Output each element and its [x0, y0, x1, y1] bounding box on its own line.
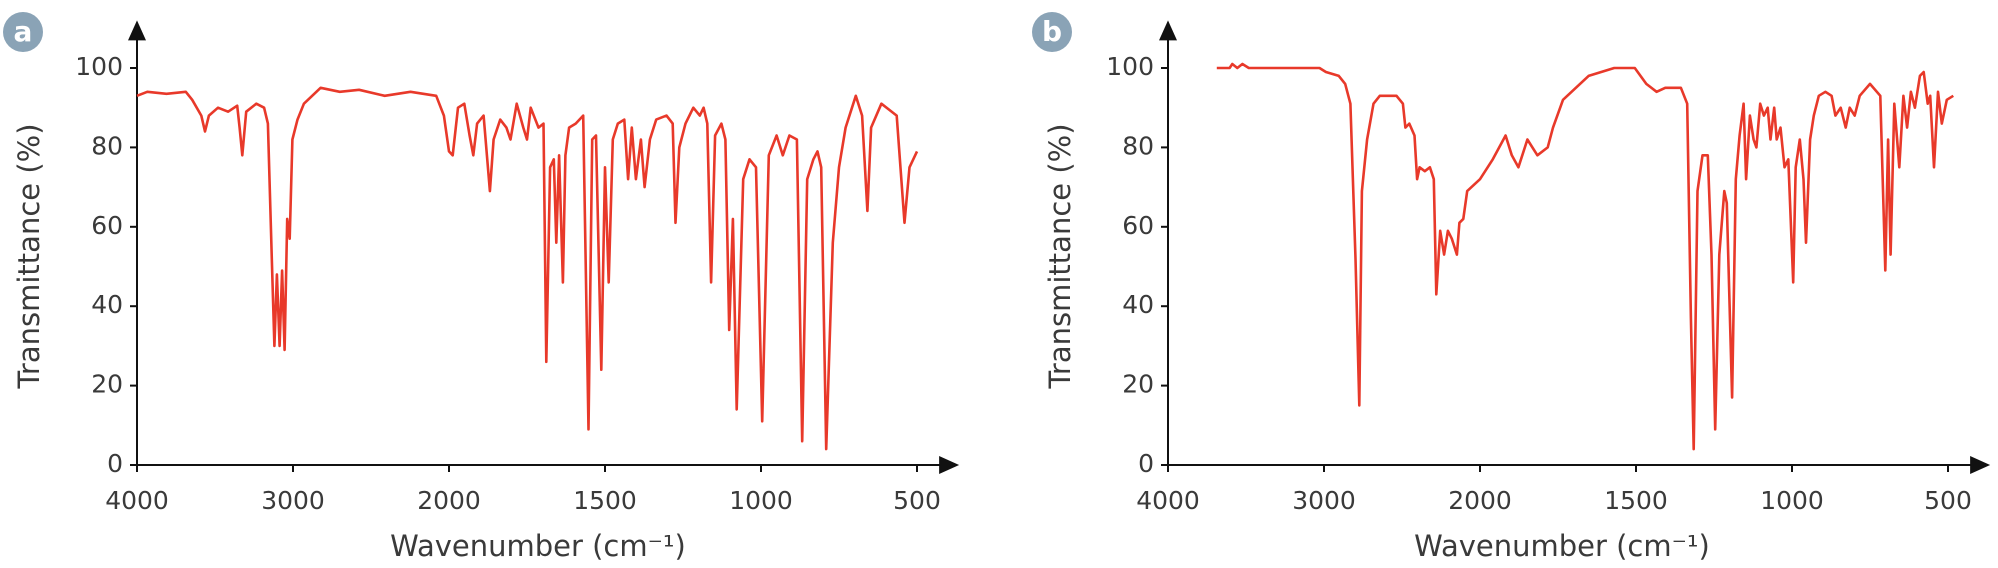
x-tick-label: 500 [1924, 486, 1972, 515]
x-axis-label: Wavenumber (cm⁻¹) [390, 529, 686, 563]
x-tick-label: 3000 [1292, 486, 1356, 515]
x-tick-label: 500 [893, 486, 941, 515]
spectrum-line [1216, 62, 1954, 451]
panel-badge [1032, 12, 1072, 52]
panel-badge [3, 12, 43, 52]
y-tick-label: 20 [91, 370, 123, 399]
y-axis-label: Transmittance (%) [12, 123, 46, 389]
y-tick-label: 80 [91, 131, 123, 160]
x-tick-label: 2000 [417, 486, 481, 515]
x-tick-label: 1500 [1604, 486, 1668, 515]
x-axis-arrow [939, 456, 960, 474]
panel-label: a [14, 15, 33, 48]
y-tick-label: 0 [107, 449, 123, 478]
y-axis-arrow [128, 20, 146, 41]
y-tick-label: 40 [91, 290, 123, 319]
y-tick-label: 0 [1138, 449, 1154, 478]
x-tick-label: 3000 [261, 486, 325, 515]
y-tick-label: 40 [1122, 290, 1154, 319]
x-tick-label: 4000 [105, 486, 169, 515]
x-tick-label: 1500 [573, 486, 637, 515]
y-tick-label: 60 [1122, 211, 1154, 240]
spectrum-line [136, 86, 919, 451]
panel-label: b [1042, 15, 1062, 48]
y-tick-label: 100 [1106, 52, 1154, 81]
y-tick-label: 100 [75, 52, 123, 81]
x-axis-label: Wavenumber (cm⁻¹) [1414, 529, 1710, 563]
y-axis-label: Transmittance (%) [1043, 123, 1077, 389]
chart-panel: 4000 3000 2000 1500 1000 500 0 20 40 60 80 100 Waven… [1032, 12, 1991, 563]
x-tick-label: 2000 [1448, 486, 1512, 515]
y-tick-label: 80 [1122, 131, 1154, 160]
x-tick-label: 1000 [1760, 486, 1824, 515]
y-tick-label: 60 [91, 211, 123, 240]
x-axis-arrow [1970, 456, 1991, 474]
x-tick-label: 4000 [1136, 486, 1200, 515]
x-tick-label: 1000 [729, 486, 793, 515]
y-tick-label: 20 [1122, 370, 1154, 399]
y-axis-arrow [1159, 20, 1177, 41]
chart-panel: 4000 3000 2000 1500 1000 500 0 20 40 60 80 100 Waven… [3, 12, 960, 563]
